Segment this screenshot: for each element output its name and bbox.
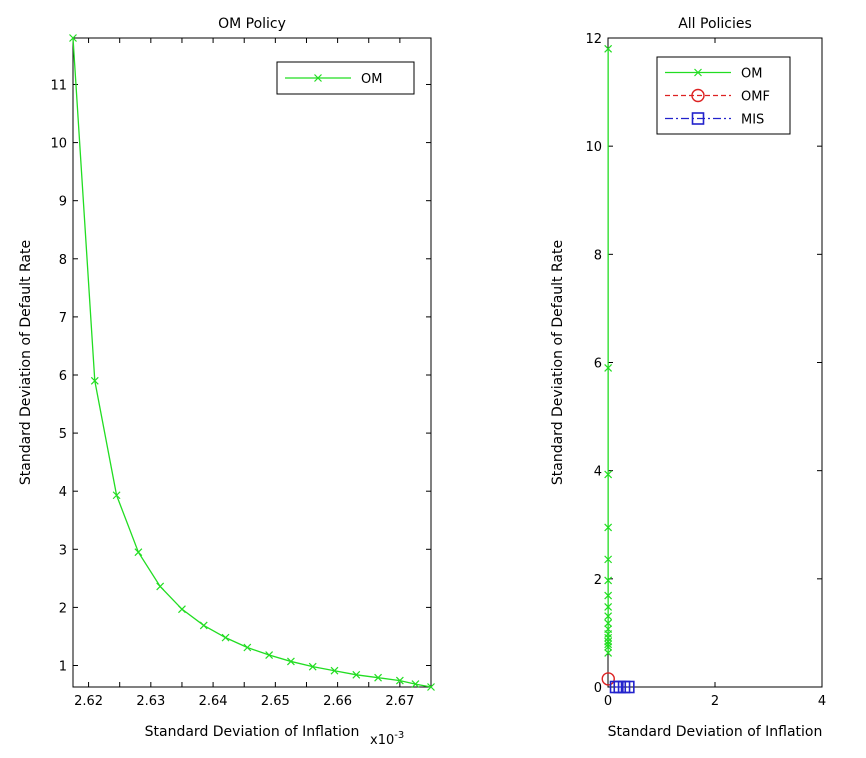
x-exponent-base: x10 (370, 733, 394, 748)
all-policies-x-axis-label: Standard Deviation of Inflation (608, 724, 823, 740)
y-tick-label: 12 (585, 32, 602, 47)
y-tick-label: 0 (594, 681, 602, 696)
om-policy-x-exponent-label: x10-3 (370, 730, 404, 748)
y-tick-label: 10 (50, 137, 67, 152)
y-tick-label: 6 (59, 369, 67, 384)
legend-label-om: OM (741, 67, 762, 82)
om-policy-title: OM Policy (218, 16, 286, 32)
x-tick-label: 0 (604, 694, 612, 709)
all-policies-y-axis-label: Standard Deviation of Default Rate (550, 240, 566, 485)
y-tick-label: 9 (59, 195, 67, 210)
x-tick-label: 2.64 (199, 694, 228, 709)
x-tick-label: 2 (711, 694, 719, 709)
legend-label-mis: MIS (741, 113, 764, 128)
axes-box (608, 38, 822, 687)
y-tick-label: 7 (59, 311, 67, 326)
x-tick-label: 2.66 (323, 694, 352, 709)
y-tick-label: 8 (59, 253, 67, 268)
x-tick-label: 2.65 (261, 694, 290, 709)
all-policies-plot: 0 2 4 0 2 4 6 8 10 12 All Policies Standard Devia… (550, 16, 826, 740)
all-policies-legend: OM OMF MIS (657, 57, 790, 134)
y-tick-label: 10 (585, 140, 602, 155)
y-tick-label: 11 (50, 78, 67, 93)
all-policies-title: All Policies (678, 16, 752, 32)
y-tick-label: 6 (594, 357, 602, 372)
y-tick-label: 4 (594, 465, 602, 480)
legend-label-omf: OMF (741, 90, 770, 105)
x-tick-label: 2.62 (74, 694, 103, 709)
y-tick-label: 1 (59, 660, 67, 675)
y-tick-label: 5 (59, 427, 67, 442)
y-tick-label: 4 (59, 485, 67, 500)
om-policy-data-marks: 2.62 2.63 2.64 2.65 2.66 2.67 1 2 3 4 5 6 7 8 9 10 11 (50, 35, 434, 710)
x-tick-label: 2.63 (136, 694, 165, 709)
y-tick-label: 8 (594, 248, 602, 263)
legend-label-om: OM (361, 72, 382, 87)
om-policy-plot: 2.62 2.63 2.64 2.65 2.66 2.67 1 2 3 4 5 6 7 8 9 10 11 OM… (18, 16, 435, 748)
x-tick-label: 4 (818, 694, 826, 709)
y-tick-label: 2 (59, 601, 67, 616)
y-tick-label: 2 (594, 573, 602, 588)
om-policy-x-axis-label: Standard Deviation of Inflation (145, 724, 360, 740)
axes-box (73, 38, 431, 687)
om-policy-legend: OM (277, 62, 414, 94)
x-exponent-power: -3 (394, 730, 404, 741)
om-policy-y-axis-label: Standard Deviation of Default Rate (18, 240, 34, 485)
y-tick-label: 3 (59, 543, 67, 558)
x-tick-label: 2.67 (385, 694, 414, 709)
